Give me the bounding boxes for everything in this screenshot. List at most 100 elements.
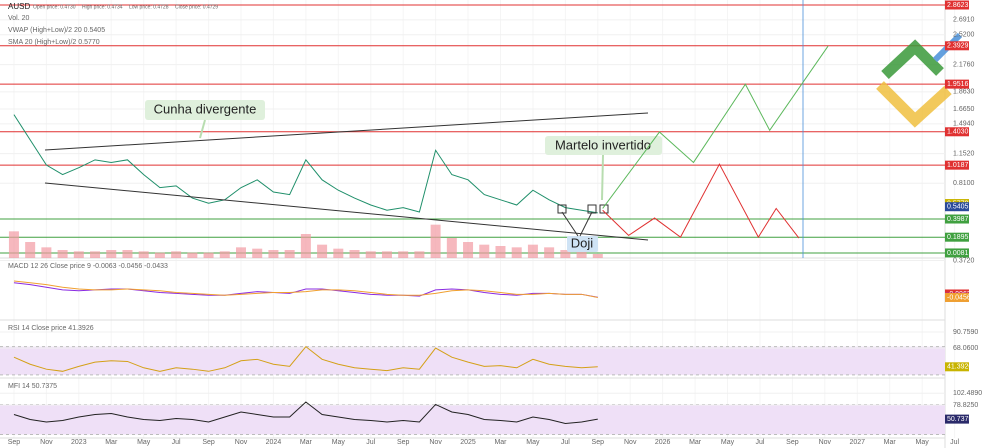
volume-bar <box>398 251 409 258</box>
y-tick-label: 78.8250 <box>953 402 978 409</box>
x-tick-label: Nov <box>235 439 248 446</box>
band <box>0 346 945 375</box>
series-line <box>13 280 598 298</box>
volume-bar <box>479 244 490 258</box>
y-tick-label: 1.4940 <box>953 121 975 128</box>
series-line <box>13 345 598 372</box>
x-tick-label: 2024 <box>266 439 282 446</box>
volume-bar <box>252 248 263 258</box>
volume-bar <box>73 251 84 258</box>
level-label: 0.3987 <box>947 216 969 223</box>
indicator-label: VWAP (High+Low)/2 20 0.5405 <box>8 27 105 34</box>
volume-bar <box>8 231 19 258</box>
volume-bar <box>122 250 133 258</box>
x-tick-label: Nov <box>429 439 442 446</box>
volume-bar <box>219 251 230 258</box>
x-tick-label: Nov <box>624 439 637 446</box>
x-tick-label: Jul <box>366 439 375 446</box>
ohlc: Close price: 0.4729 <box>175 4 218 10</box>
y-tick-label: 102.4890 <box>953 390 982 397</box>
highlight-box <box>587 204 597 214</box>
volume-bar <box>300 234 311 258</box>
level-box <box>945 214 969 224</box>
volume-bar <box>560 250 571 258</box>
volume-bar <box>284 250 295 258</box>
value-box <box>945 292 969 302</box>
y-tick-label: 68.0600 <box>953 345 978 352</box>
annotation: Martelo invertido <box>555 137 651 152</box>
volume-bar <box>268 250 279 258</box>
x-tick-label: Jul <box>950 439 959 446</box>
volume-bar <box>41 247 52 258</box>
x-tick-label: Mar <box>689 439 702 446</box>
x-tick-label: Jul <box>755 439 764 446</box>
level-label: 1.4030 <box>947 129 969 136</box>
series-line <box>13 282 598 298</box>
x-tick-label: 2026 <box>655 439 671 446</box>
x-tick-label: 2027 <box>849 439 865 446</box>
y-tick-label: 1.1520 <box>953 150 975 157</box>
volume-bar <box>25 242 36 258</box>
pane-title: RSI 14 Close price 41.3926 <box>8 325 94 332</box>
volume-bar <box>187 252 198 258</box>
volume-bar <box>171 251 182 258</box>
volume-bar <box>544 247 555 258</box>
annotation-box <box>145 100 265 120</box>
annotation-pointer <box>601 154 604 201</box>
x-tick-label: Mar <box>884 439 897 446</box>
y-tick-label: 0.8100 <box>953 180 975 187</box>
volume-bar <box>576 251 587 258</box>
volume-bar <box>527 244 538 258</box>
x-tick-label: Sep <box>786 439 799 446</box>
volume-bar <box>138 251 149 258</box>
y-tick-label: 2.6910 <box>953 17 975 24</box>
level-label: 2.3929 <box>947 43 969 50</box>
value-label: -0.0456 <box>947 294 971 301</box>
level-label: 0.0081 <box>947 250 969 257</box>
wedge-lower <box>44 182 649 241</box>
level-box <box>945 41 969 51</box>
level-label: 1.0187 <box>947 162 969 169</box>
series-line <box>13 114 598 214</box>
volume-bar <box>90 251 101 258</box>
volume-bar <box>154 252 165 258</box>
volume-bar <box>349 250 360 258</box>
annotation: Doji <box>571 235 594 250</box>
value-box <box>945 362 969 372</box>
volume-bar <box>317 244 328 258</box>
x-tick-label: Sep <box>202 439 215 446</box>
x-tick-label: Sep <box>592 439 605 446</box>
ohlc: Open price: 0.4730 <box>33 4 76 10</box>
volume-bar <box>106 250 117 258</box>
x-tick-label: May <box>916 439 930 446</box>
x-tick-label: Sep <box>397 439 410 446</box>
level-box <box>945 127 969 137</box>
highlight-box <box>599 204 609 214</box>
highlight-box <box>557 204 567 214</box>
volume-bar <box>381 251 392 258</box>
level-label: 2.8623 <box>947 2 969 9</box>
x-tick-label: Nov <box>819 439 832 446</box>
level-box <box>945 248 969 258</box>
x-tick-label: Nov <box>40 439 53 446</box>
level-box <box>945 160 969 170</box>
annotation-pointer <box>561 211 579 237</box>
x-tick-label: May <box>721 439 735 446</box>
volume-bar <box>511 247 522 258</box>
value-label: 50.7375 <box>947 416 972 423</box>
pane-title: MFI 14 50.7375 <box>8 383 57 390</box>
volume-bar <box>430 224 441 258</box>
volume-bar <box>365 251 376 258</box>
value-box <box>945 414 969 424</box>
level-label: 0.1895 <box>947 234 969 241</box>
annotation-pointer <box>579 211 593 237</box>
x-tick-label: 2023 <box>71 439 87 446</box>
level-label: 1.9516 <box>947 81 969 88</box>
x-tick-label: 2025 <box>460 439 476 446</box>
annotation-pointer <box>199 119 206 139</box>
x-tick-label: Mar <box>300 439 313 446</box>
ohlc: High price: 0.4734 <box>82 4 123 10</box>
x-tick-label: May <box>526 439 540 446</box>
projection-line <box>602 45 829 209</box>
